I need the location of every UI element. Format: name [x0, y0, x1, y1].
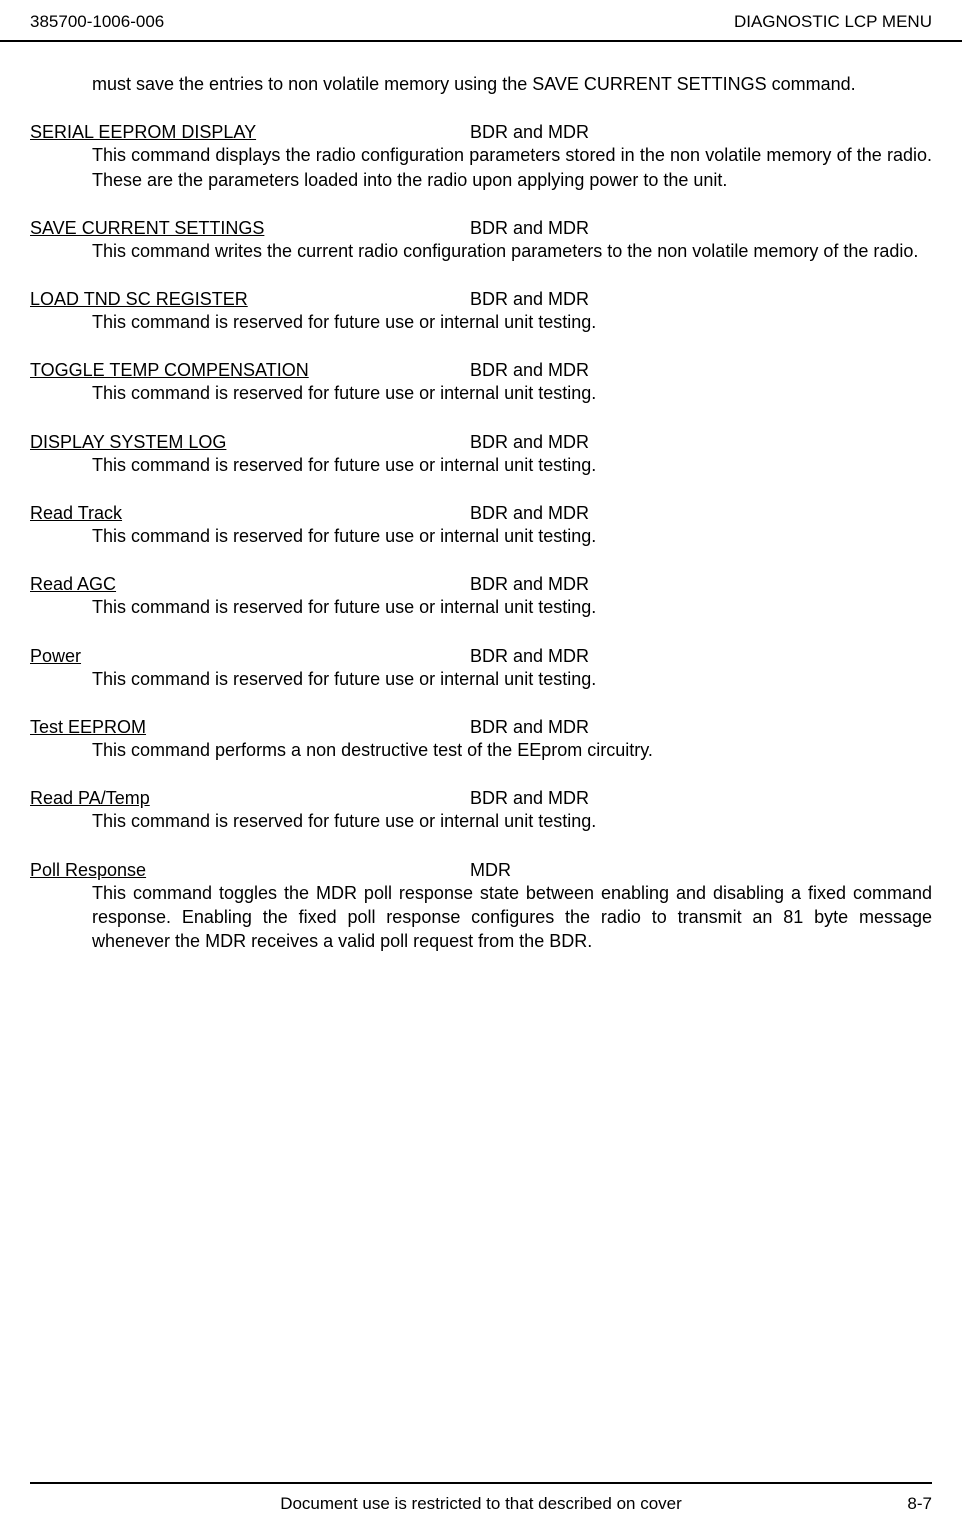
command-body: This command toggles the MDR poll respon… — [30, 881, 932, 954]
page-header: 385700-1006-006 DIAGNOSTIC LCP MENU — [0, 0, 962, 42]
command-header: Poll ResponseMDR — [30, 860, 932, 881]
command-applies: BDR and MDR — [470, 360, 932, 381]
command-title: Read Track — [30, 503, 470, 524]
command-section: SAVE CURRENT SETTINGSBDR and MDRThis com… — [30, 218, 932, 263]
command-header: Test EEPROMBDR and MDR — [30, 717, 932, 738]
command-applies: BDR and MDR — [470, 646, 932, 667]
command-title: SAVE CURRENT SETTINGS — [30, 218, 470, 239]
command-section: DISPLAY SYSTEM LOGBDR and MDRThis comman… — [30, 432, 932, 477]
command-title: Read AGC — [30, 574, 470, 595]
command-applies: BDR and MDR — [470, 717, 932, 738]
footer-page-number: 8-7 — [907, 1494, 932, 1514]
command-body: This command is reserved for future use … — [30, 667, 932, 691]
command-section: SERIAL EEPROM DISPLAYBDR and MDRThis com… — [30, 122, 932, 192]
page-footer: Document use is restricted to that descr… — [30, 1482, 932, 1514]
command-body: This command is reserved for future use … — [30, 310, 932, 334]
command-applies: MDR — [470, 860, 932, 881]
command-applies: BDR and MDR — [470, 122, 932, 143]
command-title: Power — [30, 646, 470, 667]
doc-title: DIAGNOSTIC LCP MENU — [734, 12, 932, 32]
command-header: Read AGCBDR and MDR — [30, 574, 932, 595]
sections-container: SERIAL EEPROM DISPLAYBDR and MDRThis com… — [30, 122, 932, 953]
page-content: must save the entries to non volatile me… — [0, 42, 962, 953]
command-section: Test EEPROMBDR and MDRThis command perfo… — [30, 717, 932, 762]
command-header: Read PA/TempBDR and MDR — [30, 788, 932, 809]
command-header: LOAD TND SC REGISTERBDR and MDR — [30, 289, 932, 310]
command-applies: BDR and MDR — [470, 218, 932, 239]
intro-paragraph: must save the entries to non volatile me… — [30, 72, 932, 96]
command-section: TOGGLE TEMP COMPENSATIONBDR and MDRThis … — [30, 360, 932, 405]
command-applies: BDR and MDR — [470, 432, 932, 453]
command-title: Poll Response — [30, 860, 470, 881]
command-title: SERIAL EEPROM DISPLAY — [30, 122, 470, 143]
command-header: TOGGLE TEMP COMPENSATIONBDR and MDR — [30, 360, 932, 381]
command-body: This command is reserved for future use … — [30, 453, 932, 477]
command-section: Read TrackBDR and MDRThis command is res… — [30, 503, 932, 548]
command-title: LOAD TND SC REGISTER — [30, 289, 470, 310]
command-title: Read PA/Temp — [30, 788, 470, 809]
command-body: This command is reserved for future use … — [30, 809, 932, 833]
command-body: This command displays the radio configur… — [30, 143, 932, 192]
command-applies: BDR and MDR — [470, 503, 932, 524]
footer-restriction: Document use is restricted to that descr… — [280, 1494, 682, 1514]
command-applies: BDR and MDR — [470, 574, 932, 595]
command-header: SAVE CURRENT SETTINGSBDR and MDR — [30, 218, 932, 239]
command-section: Poll ResponseMDRThis command toggles the… — [30, 860, 932, 954]
command-applies: BDR and MDR — [470, 289, 932, 310]
command-section: Read PA/TempBDR and MDRThis command is r… — [30, 788, 932, 833]
command-body: This command is reserved for future use … — [30, 381, 932, 405]
command-applies: BDR and MDR — [470, 788, 932, 809]
command-body: This command writes the current radio co… — [30, 239, 932, 263]
command-title: TOGGLE TEMP COMPENSATION — [30, 360, 470, 381]
doc-number: 385700-1006-006 — [30, 12, 164, 32]
command-title: DISPLAY SYSTEM LOG — [30, 432, 470, 453]
command-title: Test EEPROM — [30, 717, 470, 738]
command-section: Read AGCBDR and MDRThis command is reser… — [30, 574, 932, 619]
command-body: This command performs a non destructive … — [30, 738, 932, 762]
command-header: PowerBDR and MDR — [30, 646, 932, 667]
command-header: Read TrackBDR and MDR — [30, 503, 932, 524]
command-section: LOAD TND SC REGISTERBDR and MDRThis comm… — [30, 289, 932, 334]
command-body: This command is reserved for future use … — [30, 595, 932, 619]
command-body: This command is reserved for future use … — [30, 524, 932, 548]
command-header: SERIAL EEPROM DISPLAYBDR and MDR — [30, 122, 932, 143]
command-section: PowerBDR and MDRThis command is reserved… — [30, 646, 932, 691]
command-header: DISPLAY SYSTEM LOGBDR and MDR — [30, 432, 932, 453]
